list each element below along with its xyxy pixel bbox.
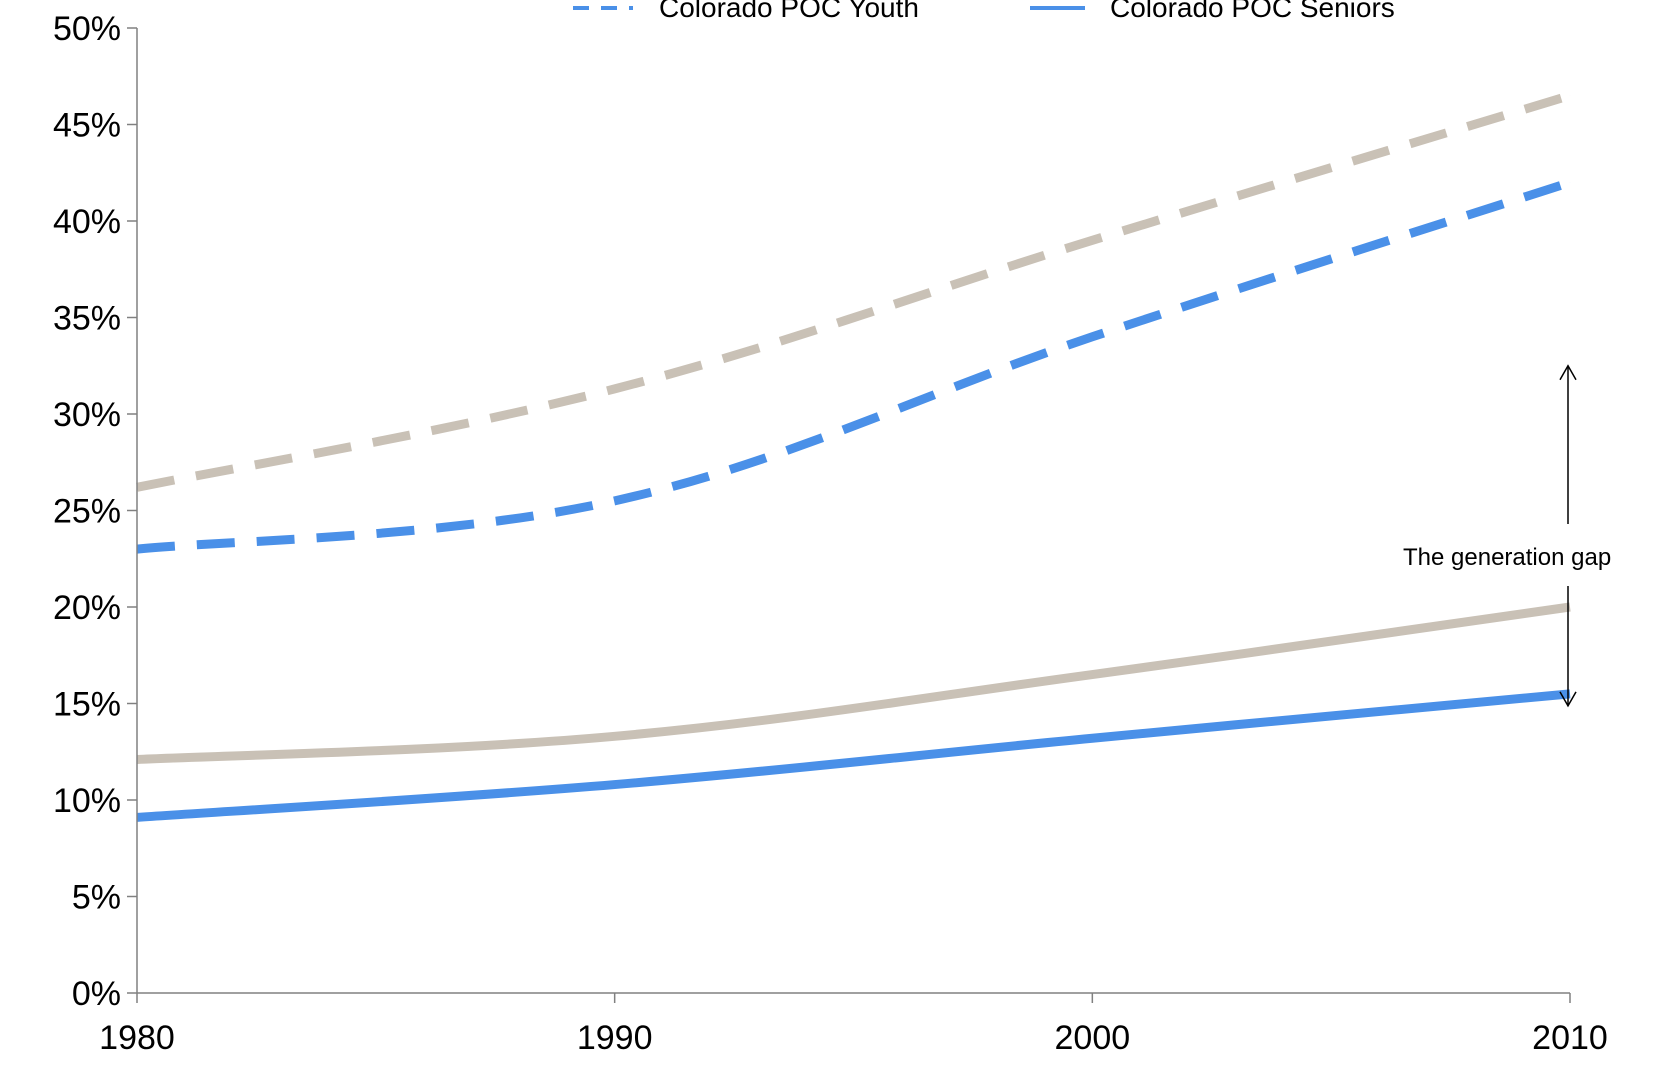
- x-tick-label: 1990: [577, 1019, 653, 1057]
- y-tick-label: 40%: [53, 203, 121, 241]
- x-tick-label: 2000: [1055, 1019, 1131, 1057]
- y-tick-label: 25%: [53, 493, 121, 531]
- legend-label: Colorado POC Youth: [659, 0, 919, 23]
- y-tick-label: 50%: [53, 10, 121, 48]
- legend-label: Colorado POC Seniors: [1110, 0, 1395, 23]
- annotation-text: The generation gap: [1403, 544, 1611, 571]
- tick-layer: 0% 5% 10% 15% 20% 25% 30% 35% 40% 45% 50% 1980 1990 2…: [53, 10, 1608, 1057]
- series-layer: [136, 91, 1572, 822]
- series-line-3: [136, 602, 1571, 764]
- y-tick-label: 5%: [72, 879, 121, 917]
- annotation: The generation gap: [1403, 364, 1611, 708]
- y-tick-label: 10%: [53, 782, 121, 820]
- y-tick-label: 30%: [53, 396, 121, 434]
- y-tick-label: 35%: [53, 300, 121, 338]
- y-tick-label: 15%: [53, 686, 121, 724]
- y-tick-label: 20%: [53, 589, 121, 627]
- x-tick-label: 2010: [1532, 1019, 1608, 1057]
- arrow-head-up-icon: [1559, 364, 1577, 381]
- series-line-2: [136, 91, 1572, 492]
- series-line-0: [136, 178, 1572, 554]
- legend: Colorado POC Youth Colorado POC Seniors: [573, 0, 1395, 23]
- series-line-1: [136, 689, 1571, 822]
- axes: [136, 28, 1570, 994]
- x-tick-label: 1980: [99, 1019, 175, 1057]
- y-tick-label: 0%: [72, 975, 121, 1013]
- arrow-head-down-icon: [1559, 691, 1577, 708]
- y-tick-label: 45%: [53, 107, 121, 145]
